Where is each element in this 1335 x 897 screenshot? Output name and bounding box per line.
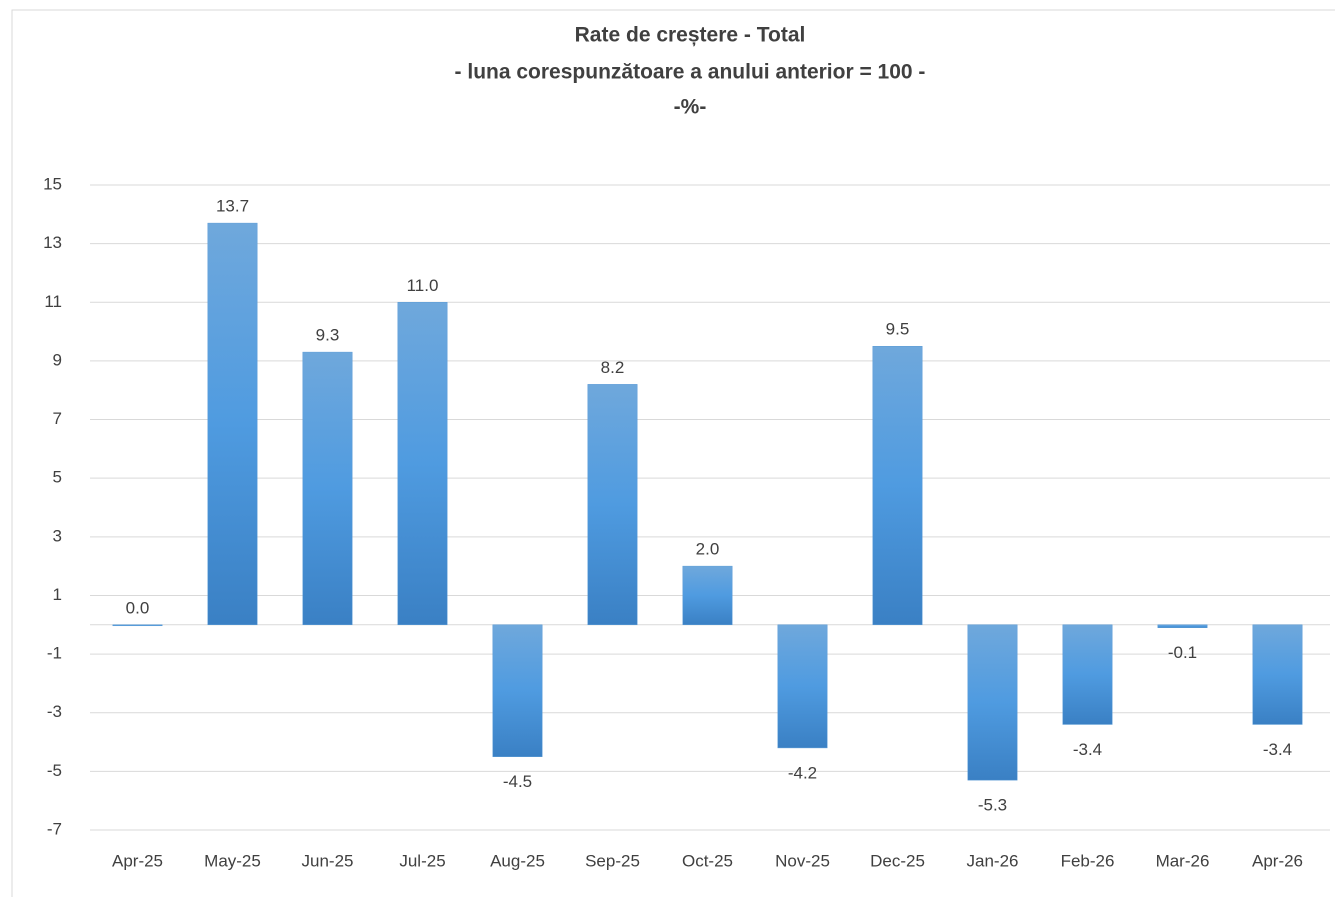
bar xyxy=(587,384,638,626)
bar xyxy=(1157,624,1208,628)
data-label: 9.3 xyxy=(316,326,340,345)
bar xyxy=(397,302,448,626)
y-tick-label: 9 xyxy=(53,350,62,369)
y-tick-label: 13 xyxy=(43,233,62,252)
bar xyxy=(492,624,543,757)
data-label: -3.4 xyxy=(1073,740,1102,759)
data-label: -4.5 xyxy=(503,772,532,791)
x-tick-label: Aug-25 xyxy=(490,851,545,870)
y-tick-label: 1 xyxy=(53,585,62,604)
bar xyxy=(777,624,828,749)
x-tick-label: Mar-26 xyxy=(1156,851,1210,870)
data-label: 0.0 xyxy=(126,598,150,617)
y-tick-label: -1 xyxy=(47,644,62,663)
bar xyxy=(302,351,353,626)
data-label: 11.0 xyxy=(407,276,439,295)
x-tick-label: Oct-25 xyxy=(682,851,733,870)
x-tick-label: Jun-25 xyxy=(302,851,354,870)
bar xyxy=(112,624,163,627)
bar xyxy=(872,346,923,626)
data-label: 9.5 xyxy=(886,320,910,339)
data-label: -4.2 xyxy=(788,763,817,782)
y-tick-label: 3 xyxy=(53,526,62,545)
y-tick-label: -3 xyxy=(47,702,62,721)
chart-frame xyxy=(11,9,1335,897)
x-tick-label: Apr-25 xyxy=(112,851,163,870)
x-tick-label: Jul-25 xyxy=(399,851,445,870)
x-tick-label: Jan-26 xyxy=(967,851,1019,870)
bar xyxy=(207,222,258,626)
y-tick-label: 5 xyxy=(53,468,62,487)
x-tick-label: Apr-26 xyxy=(1252,851,1303,870)
x-tick-label: Feb-26 xyxy=(1061,851,1115,870)
bar xyxy=(967,624,1018,781)
data-label: 8.2 xyxy=(601,358,625,377)
bar xyxy=(1062,624,1113,725)
y-tick-label: 15 xyxy=(43,174,62,193)
chart-unit: -%- xyxy=(674,96,707,119)
x-tick-label: May-25 xyxy=(204,851,261,870)
chart-title: Rate de creștere - Total xyxy=(575,24,806,47)
data-label: -5.3 xyxy=(978,796,1007,815)
y-tick-label: 7 xyxy=(53,409,62,428)
data-label: -0.1 xyxy=(1168,643,1197,662)
x-tick-label: Sep-25 xyxy=(585,851,640,870)
x-tick-label: Nov-25 xyxy=(775,851,830,870)
bar xyxy=(682,565,733,626)
x-tick-label: Dec-25 xyxy=(870,851,925,870)
y-tick-label: 11 xyxy=(44,292,62,311)
bar xyxy=(1252,624,1303,725)
y-tick-label: -5 xyxy=(47,761,62,780)
data-label: -3.4 xyxy=(1263,740,1292,759)
chart-subtitle: - luna corespunzătoare a anului anterior… xyxy=(455,61,926,84)
y-tick-label: -7 xyxy=(47,819,62,838)
data-label: 13.7 xyxy=(216,197,249,216)
data-label: 2.0 xyxy=(696,540,720,559)
